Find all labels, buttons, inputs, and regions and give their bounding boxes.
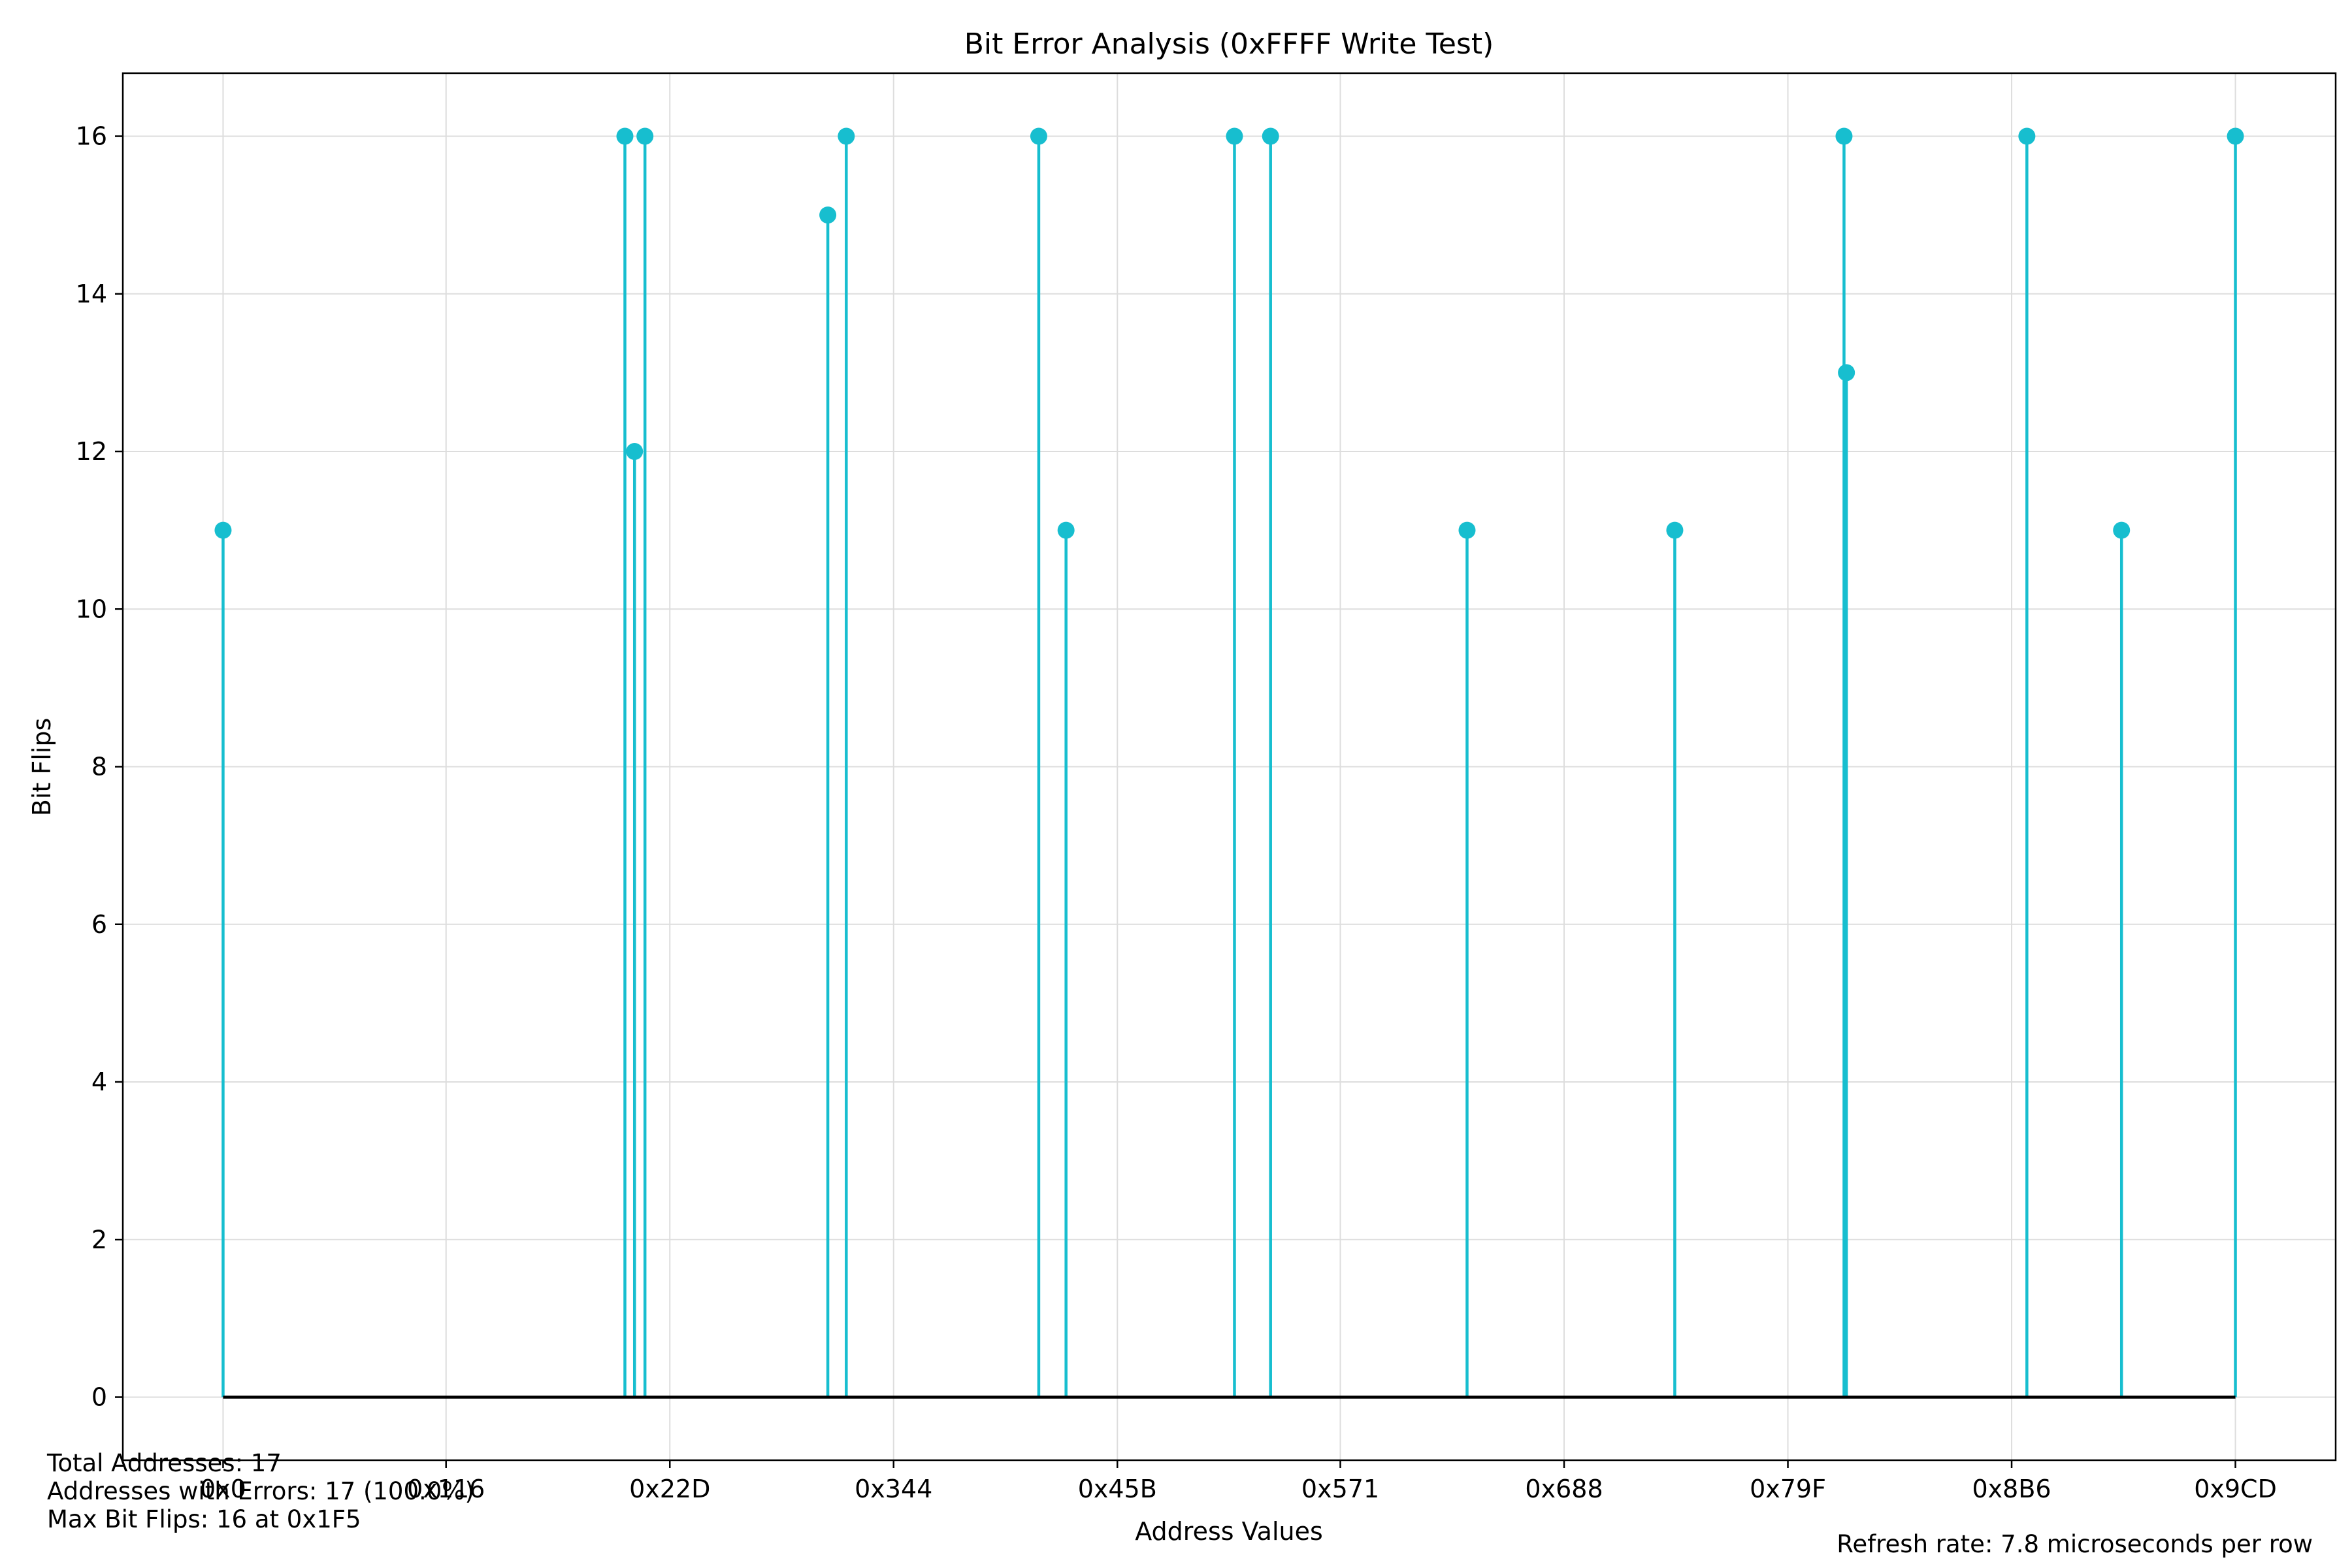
- y-tick-label: 2: [91, 1225, 107, 1254]
- x-tick-label: 0x688: [1525, 1475, 1603, 1503]
- x-tick-label: 0x344: [855, 1475, 932, 1503]
- stem-marker: [1838, 364, 1855, 382]
- summary-stats: Total Addresses: 17 Addresses with Error…: [47, 1449, 474, 1533]
- y-tick-label: 10: [76, 595, 107, 623]
- stem-marker: [2018, 127, 2036, 145]
- x-tick-label: 0x79F: [1750, 1475, 1826, 1503]
- stem-marker: [1030, 127, 1047, 145]
- total-addresses-text: Total Addresses: 17: [47, 1449, 282, 1477]
- x-tick-label: 0x571: [1301, 1475, 1379, 1503]
- stem-marker: [636, 127, 654, 145]
- x-tick-label: 0x0: [200, 1475, 246, 1503]
- y-tick-label: 4: [91, 1068, 107, 1096]
- stem-marker: [1666, 521, 1684, 539]
- x-tick-label: 0x45B: [1078, 1475, 1157, 1503]
- stem-marker: [2227, 127, 2244, 145]
- stems: [221, 136, 2237, 1399]
- chart-title: Bit Error Analysis (0xFFFF Write Test): [964, 27, 1494, 61]
- x-tick-label: 0x116: [407, 1475, 485, 1503]
- stem-marker: [838, 127, 855, 145]
- stem-marker: [626, 443, 644, 460]
- stem-marker: [1226, 127, 1243, 145]
- stem-marker: [1057, 521, 1075, 539]
- y-tick-label: 8: [91, 753, 107, 781]
- axis-ticks: 0x0 0x116 0x22D 0x344 0x45B 0x571 0x688 0x79F 0x…: [76, 122, 2277, 1504]
- refresh-rate-text: Refresh rate: 7.8 microseconds per row: [1837, 1530, 2313, 1558]
- y-tick-label: 16: [76, 122, 107, 151]
- stem-marker: [616, 127, 634, 145]
- grid-lines: [123, 73, 2336, 1460]
- stem-marker: [819, 206, 837, 224]
- y-tick-label: 12: [76, 437, 107, 466]
- stem-markers: [214, 127, 2244, 539]
- y-tick-label: 0: [91, 1383, 107, 1412]
- stem-marker: [1262, 127, 1279, 145]
- stem-marker: [2113, 521, 2131, 539]
- max-bit-flips-text: Max Bit Flips: 16 at 0x1F5: [47, 1505, 361, 1533]
- y-tick-label: 6: [91, 910, 107, 939]
- x-axis-label: Address Values: [1135, 1517, 1323, 1546]
- stem-marker: [214, 521, 232, 539]
- x-tick-label: 0x22D: [629, 1475, 710, 1503]
- addresses-with-errors-text: Addresses with Errors: 17 (100.0%): [47, 1477, 474, 1505]
- x-tick-label: 0x8B6: [1972, 1475, 2051, 1503]
- x-tick-label: 0x9CD: [2194, 1475, 2277, 1503]
- stem-marker: [1835, 127, 1853, 145]
- stem-marker: [1458, 521, 1476, 539]
- y-axis-label: Bit Flips: [27, 718, 56, 817]
- y-tick-label: 14: [76, 280, 107, 308]
